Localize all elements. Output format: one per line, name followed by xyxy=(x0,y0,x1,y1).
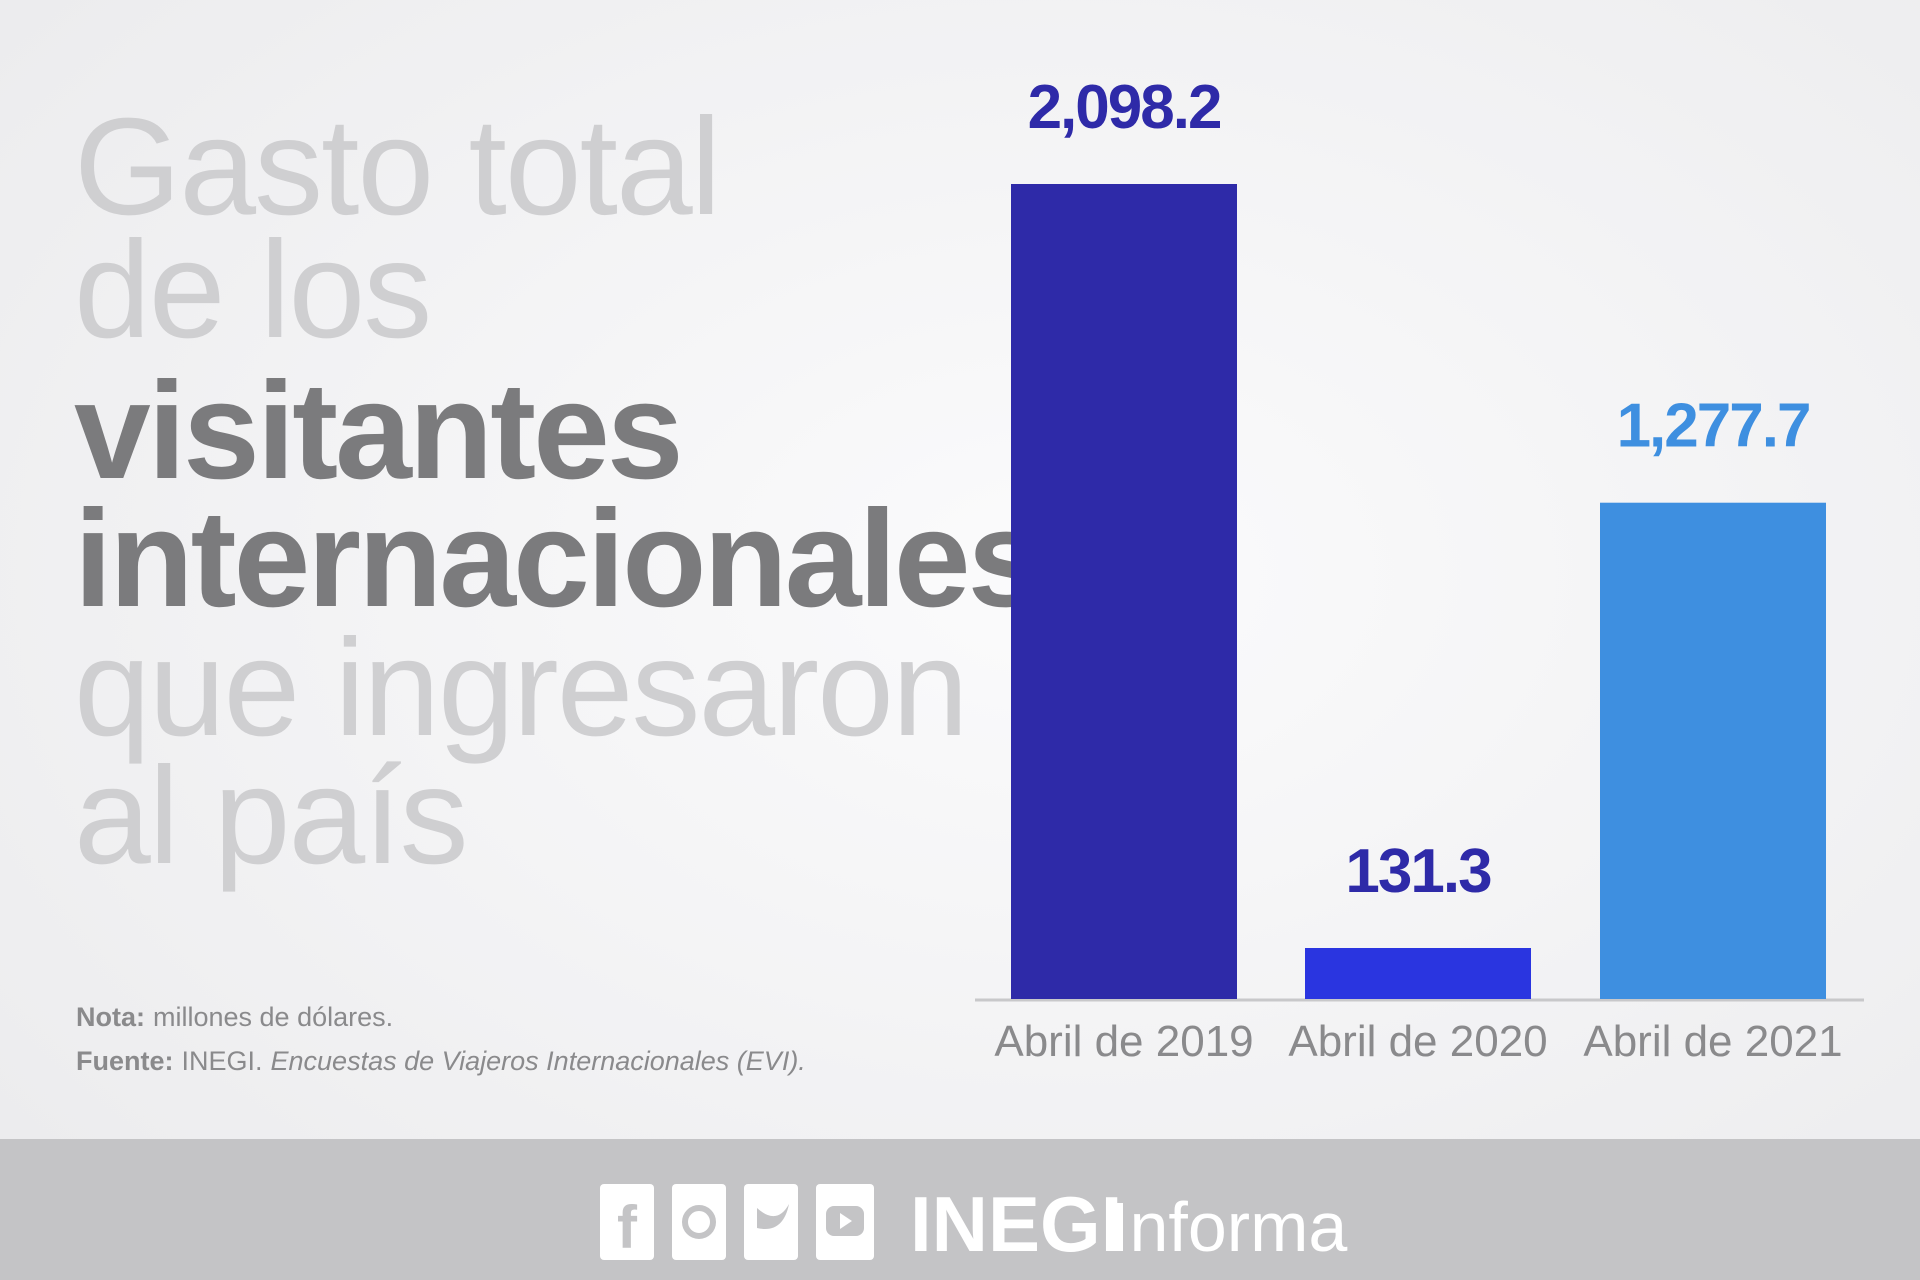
x-tick-label: Abril de 2020 xyxy=(1288,1017,1547,1066)
title-line: al país xyxy=(74,739,467,893)
title-line: Gasto total xyxy=(74,90,719,244)
source-text: INEGI. xyxy=(182,1046,263,1076)
facebook-glyph: f xyxy=(617,1194,638,1261)
youtube-play xyxy=(840,1213,852,1229)
twitter-glyph xyxy=(757,1204,789,1229)
title-line: internacionales xyxy=(74,482,1041,636)
title-line: de los xyxy=(74,213,430,367)
instagram-icon xyxy=(672,1184,726,1260)
bars: 2,098.2 Abril de 2019 131.3 Abril de 2020 1,… xyxy=(994,73,1842,1066)
value-label: 131.3 xyxy=(1345,837,1491,906)
note-label: Nota: xyxy=(76,1002,145,1032)
footer-suffix: Informa xyxy=(1110,1188,1347,1266)
footer-brand: INEGI xyxy=(910,1180,1122,1268)
title-line: que ingresaron xyxy=(74,611,967,765)
social-icons: f xyxy=(600,1184,874,1261)
value-label: 2,098.2 xyxy=(1028,73,1221,142)
note-text: millones de dólares. xyxy=(153,1002,393,1032)
bar xyxy=(1011,184,1237,999)
note: Nota: millones de dólares. xyxy=(76,1002,393,1032)
bar xyxy=(1305,947,1531,999)
source: Fuente: INEGI. Encuestas de Viajeros Inter… xyxy=(76,1046,806,1076)
title-line: visitantes xyxy=(74,354,681,508)
instagram-glyph xyxy=(682,1205,716,1239)
footer-band xyxy=(0,1139,1920,1280)
x-tick-label: Abril de 2019 xyxy=(994,1017,1253,1066)
facebook-icon xyxy=(600,1184,654,1260)
source-title: Encuestas de Viajeros Internacionales (E… xyxy=(271,1046,806,1076)
bar xyxy=(1600,502,1826,999)
x-tick-label: Abril de 2021 xyxy=(1583,1017,1842,1066)
source-label: Fuente: xyxy=(76,1046,174,1076)
value-label: 1,277.7 xyxy=(1617,392,1810,461)
